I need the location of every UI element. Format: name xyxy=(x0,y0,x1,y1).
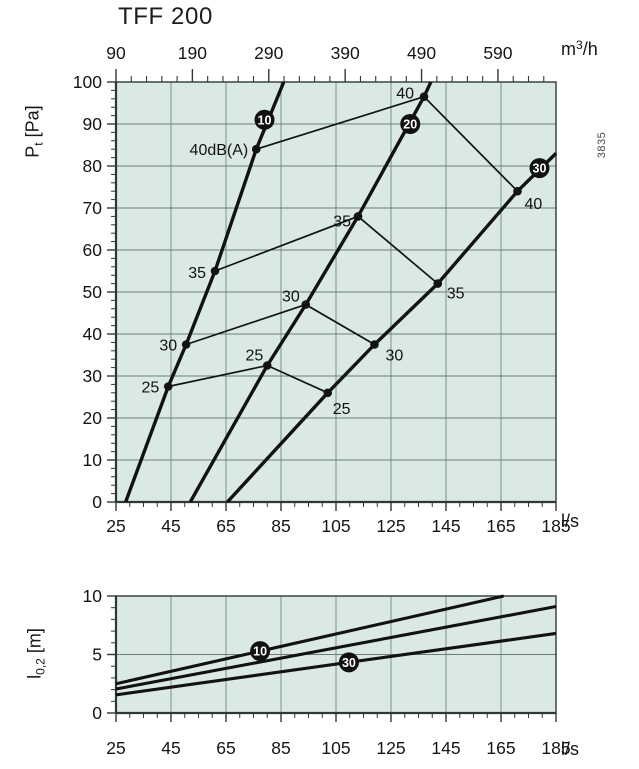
svg-text:105: 105 xyxy=(321,738,350,758)
svg-text:145: 145 xyxy=(431,516,460,536)
throw-badge-30: 30 xyxy=(338,652,359,673)
svg-text:165: 165 xyxy=(486,738,515,758)
svg-text:35: 35 xyxy=(188,265,206,282)
svg-text:490: 490 xyxy=(407,43,436,63)
speed-badge-20: 20 xyxy=(400,114,421,134)
svg-text:125: 125 xyxy=(376,738,405,758)
svg-text:25: 25 xyxy=(245,348,263,365)
svg-text:25: 25 xyxy=(106,516,125,536)
svg-text:35: 35 xyxy=(333,213,351,230)
svg-text:20: 20 xyxy=(83,408,103,428)
throw-gridlines xyxy=(116,596,556,713)
svg-text:40: 40 xyxy=(396,86,414,103)
svg-text:45: 45 xyxy=(161,516,180,536)
throw-left-axis: 0 5 10 xyxy=(83,586,116,723)
throw-bottom-axis: 25 45 65 85 105 125 145 165 185 xyxy=(106,713,571,758)
svg-text:0: 0 xyxy=(92,492,102,512)
svg-text:105: 105 xyxy=(321,516,350,536)
svg-text:10: 10 xyxy=(253,645,267,659)
svg-text:145: 145 xyxy=(431,738,460,758)
svg-text:165: 165 xyxy=(486,516,515,536)
main-x-axis-unit-label: l/s xyxy=(561,511,579,531)
svg-text:10: 10 xyxy=(83,586,103,606)
svg-text:85: 85 xyxy=(271,738,290,758)
throw-line-30 xyxy=(115,631,557,697)
svg-text:85: 85 xyxy=(271,516,290,536)
svg-text:60: 60 xyxy=(83,240,103,260)
pressure-axis-sub: t xyxy=(31,142,46,146)
svg-text:40: 40 xyxy=(83,324,103,344)
svg-text:185: 185 xyxy=(541,516,570,536)
svg-text:185: 185 xyxy=(541,738,570,758)
svg-text:35: 35 xyxy=(447,286,465,303)
pressure-bottom-axis: 25 45 65 85 105 125 145 165 185 xyxy=(106,502,571,536)
svg-text:90: 90 xyxy=(83,114,103,134)
svg-text:30: 30 xyxy=(533,162,547,176)
svg-text:100: 100 xyxy=(73,72,102,92)
throw-axis-rest: [m] xyxy=(24,628,45,659)
pressure-axis-base: P xyxy=(22,145,43,158)
throw-badge-10: 10 xyxy=(250,641,271,662)
db-point-labels: 25 30 35 40dB(A) 25 30 35 40 25 30 35 40 xyxy=(141,86,542,418)
db-points xyxy=(163,92,522,398)
top-axis-unit-label: m3/h xyxy=(561,38,598,60)
throw-line-mid xyxy=(115,605,557,691)
svg-text:30: 30 xyxy=(159,338,177,355)
watermark-code: 3835 xyxy=(596,131,608,159)
svg-text:40dB(A): 40dB(A) xyxy=(190,142,249,159)
svg-text:10: 10 xyxy=(83,450,103,470)
svg-text:45: 45 xyxy=(161,738,180,758)
unit-m3h-sup: 3 xyxy=(576,38,583,52)
svg-text:5: 5 xyxy=(92,645,102,665)
svg-text:50: 50 xyxy=(83,282,103,302)
throw-line-10 xyxy=(115,594,505,686)
svg-text:0: 0 xyxy=(92,703,102,723)
unit-m3h-base: m xyxy=(561,39,576,59)
pressure-axis-label: Pt [Pa] xyxy=(23,72,46,192)
unit-m3h-rest: /h xyxy=(582,39,598,59)
svg-text:30: 30 xyxy=(386,348,404,365)
speed-curve-10 xyxy=(124,81,286,503)
svg-text:190: 190 xyxy=(178,43,207,63)
svg-text:90: 90 xyxy=(106,43,126,63)
svg-text:390: 390 xyxy=(331,43,360,63)
svg-text:10: 10 xyxy=(258,113,272,127)
throw-axis-sub: 0,2 xyxy=(33,658,48,675)
speed-badge-10: 10 xyxy=(254,109,275,130)
svg-text:30: 30 xyxy=(282,289,300,306)
svg-text:25: 25 xyxy=(333,401,351,418)
svg-text:290: 290 xyxy=(254,43,283,63)
svg-text:80: 80 xyxy=(83,156,103,176)
svg-text:25: 25 xyxy=(141,380,159,397)
svg-text:40: 40 xyxy=(525,196,543,213)
speed-badge-30: 30 xyxy=(529,158,550,179)
svg-text:20: 20 xyxy=(403,118,417,132)
pressure-left-axis: 0 10 20 30 40 50 60 70 80 90 100 xyxy=(73,72,116,512)
speed-curve-30 xyxy=(226,152,558,504)
svg-text:65: 65 xyxy=(216,516,235,536)
svg-text:590: 590 xyxy=(483,43,512,63)
svg-text:30: 30 xyxy=(342,656,356,670)
svg-text:70: 70 xyxy=(83,198,103,218)
svg-text:125: 125 xyxy=(376,516,405,536)
pressure-axis-rest: [Pa] xyxy=(22,105,43,143)
throw-x-axis-unit-label: l/s xyxy=(561,739,579,759)
svg-text:65: 65 xyxy=(216,738,235,758)
throw-axis-label: l0,2 [m] xyxy=(25,589,48,719)
pressure-gridlines xyxy=(116,82,556,502)
svg-text:25: 25 xyxy=(106,738,125,758)
throw-axis-base: l xyxy=(24,674,45,679)
svg-text:30: 30 xyxy=(83,366,103,386)
page-title: TFF 200 xyxy=(118,3,213,30)
pressure-top-axis: 90 190 290 390 490 590 xyxy=(106,43,545,82)
